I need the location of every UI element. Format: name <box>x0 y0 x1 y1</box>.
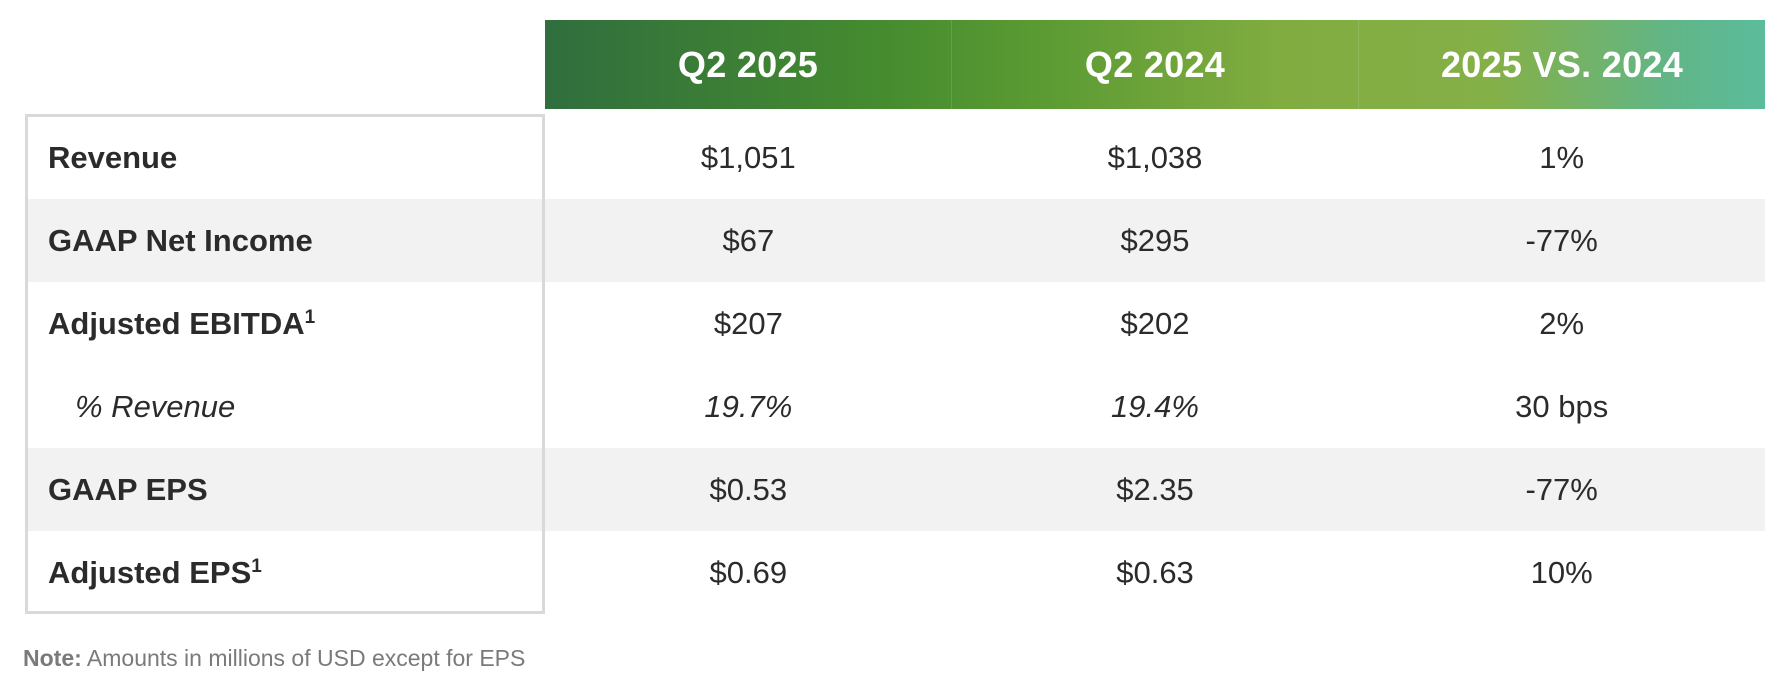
row-label: Adjusted EPS1 <box>48 554 262 590</box>
table-row-percent-revenue: % Revenue 19.7% 19.4% 30 bps <box>25 365 1765 448</box>
cell-q2-2025: 19.7% <box>704 388 793 424</box>
table-row-revenue: Revenue $1,051 $1,038 1% <box>25 116 1765 199</box>
cell-q2-2025: $1,051 <box>700 139 796 175</box>
table-row-adjusted-eps: Adjusted EPS1 $0.69 $0.63 10% <box>25 531 1765 614</box>
cell-change: -77% <box>1525 471 1598 507</box>
cell-change: 2% <box>1539 305 1585 341</box>
cell-q2-2024: $202 <box>1120 305 1190 341</box>
cell-q2-2024: $295 <box>1120 222 1190 258</box>
cell-q2-2025: $67 <box>722 222 775 258</box>
cell-change: 30 bps <box>1515 388 1609 424</box>
cell-change: -77% <box>1525 222 1598 258</box>
column-header-q2-2024: Q2 2024 <box>952 20 1359 109</box>
cell-q2-2025: $0.53 <box>709 471 788 507</box>
note-text: Amounts in millions of USD except for EP… <box>81 645 526 671</box>
column-header-change: 2025 VS. 2024 <box>1440 43 1684 85</box>
row-label: GAAP Net Income <box>48 222 313 258</box>
note-prefix: Note: <box>23 645 82 671</box>
footnote-marker: 1 <box>304 306 316 328</box>
cell-q2-2024: $1,038 <box>1107 139 1203 175</box>
footnote-marker: 1 <box>251 555 262 577</box>
table-row-gaap-net-income: GAAP Net Income $67 $295 -77% <box>25 199 1765 282</box>
row-label: Revenue <box>48 139 178 175</box>
row-label: GAAP EPS <box>48 471 208 507</box>
footnote: Note: Amounts in millions of USD except … <box>23 645 525 672</box>
cell-q2-2024: $0.63 <box>1116 554 1194 590</box>
table-header: Q2 2025 Q2 2024 2025 VS. 2024 <box>545 20 1765 109</box>
row-label: Adjusted EBITDA1 <box>48 305 316 341</box>
row-label: % Revenue <box>75 388 236 424</box>
table-row-adjusted-ebitda: Adjusted EBITDA1 $207 $202 2% <box>25 282 1765 365</box>
column-header-q2-2025: Q2 2025 <box>545 20 952 109</box>
table-body: Revenue $1,051 $1,038 1% GAAP Net Income… <box>25 116 1765 614</box>
cell-change: 1% <box>1539 139 1585 175</box>
table-row-gaap-eps: GAAP EPS $0.53 $2.35 -77% <box>25 448 1765 531</box>
cell-q2-2024: 19.4% <box>1111 388 1199 424</box>
cell-q2-2024: $2.35 <box>1116 471 1194 507</box>
cell-q2-2025: $207 <box>713 305 783 341</box>
cell-q2-2025: $0.69 <box>709 554 788 590</box>
cell-change: 10% <box>1530 554 1593 590</box>
